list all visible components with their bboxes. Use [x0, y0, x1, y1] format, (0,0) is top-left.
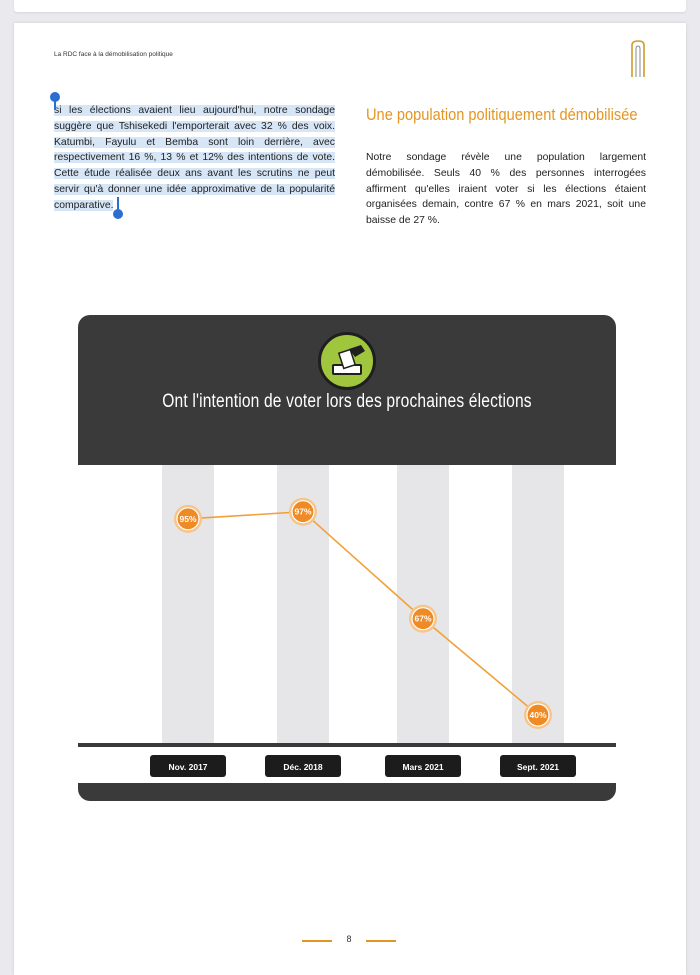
x-tick-pill	[150, 755, 226, 777]
chart-plot: 95% 97% 67% 40% Nov. 2017 Déc. 2018 Mars 2021 S…	[78, 465, 616, 783]
category-band	[512, 465, 564, 743]
x-tick-label: Nov. 2017	[168, 762, 207, 772]
chart-title: Ont l'intention de voter lors des procha…	[162, 391, 532, 412]
document-page: La RDC face à la démobilisation politiqu…	[14, 23, 686, 975]
series-line	[187, 510, 539, 716]
data-label: 97%	[294, 507, 311, 517]
x-tick-label: Déc. 2018	[283, 762, 322, 772]
right-column: Une population politiquement démobilisée…	[366, 105, 646, 229]
selection-start-handle[interactable]	[50, 92, 60, 110]
x-tick-label: Mars 2021	[402, 762, 443, 772]
running-header: La RDC face à la démobilisation politiqu…	[54, 51, 173, 58]
previous-page-edge	[14, 0, 686, 12]
selected-paragraph[interactable]: si les élections avaient lieu aujourd'hu…	[54, 105, 335, 211]
x-tick-pill	[385, 755, 461, 777]
x-tick-label: Sept. 2021	[517, 762, 559, 772]
data-point	[411, 607, 435, 631]
data-label: 67%	[414, 614, 431, 624]
data-point	[176, 507, 200, 531]
vote-intention-chart: Ont l'intention de voter lors des procha…	[78, 315, 616, 801]
selection-end-handle[interactable]	[113, 197, 123, 219]
corner-bracket-icon	[631, 40, 645, 77]
section-heading: Une population politiquement démobilisée	[366, 105, 638, 124]
ballot-box-icon	[318, 332, 376, 390]
page-number: 8	[346, 934, 352, 944]
x-tick-pill	[265, 755, 341, 777]
left-column-text[interactable]: si les élections avaient lieu aujourd'hu…	[54, 103, 335, 214]
data-point	[526, 703, 550, 727]
data-label: 95%	[179, 514, 196, 524]
data-label: 40%	[529, 710, 546, 720]
data-point	[291, 500, 315, 524]
footer-decoration	[302, 940, 396, 942]
x-tick-pill	[500, 755, 576, 777]
section-paragraph: Notre sondage révèle une population larg…	[366, 152, 646, 227]
